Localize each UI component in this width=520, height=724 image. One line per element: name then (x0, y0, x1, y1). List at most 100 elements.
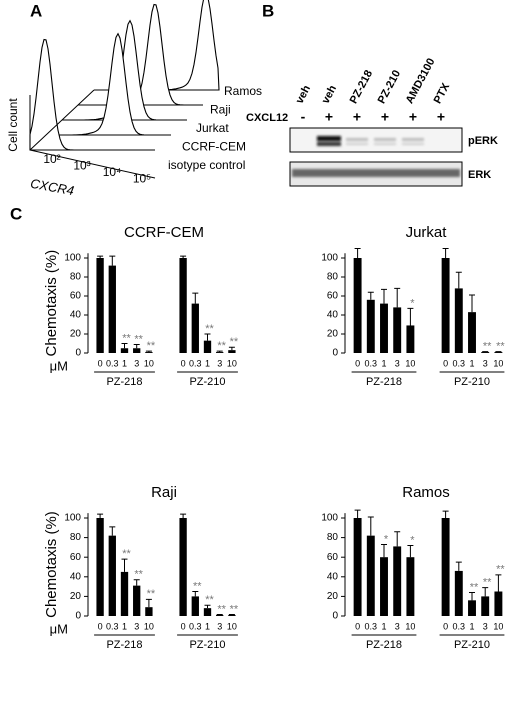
significance: ** (205, 594, 214, 606)
group-label: PZ-218 (366, 376, 402, 388)
significance: ** (134, 333, 143, 345)
error-bar (204, 604, 211, 609)
bar (203, 608, 212, 616)
x-tick-label: 10⁵ (133, 172, 151, 186)
error-bar (145, 598, 152, 608)
x-tick-label: 10 (227, 621, 237, 631)
error-bar (97, 513, 104, 518)
error-bar (192, 292, 199, 304)
x-tick-label: 0.3 (189, 621, 202, 631)
bar (179, 518, 187, 616)
error-bar (482, 587, 489, 597)
western-blot (289, 127, 463, 187)
axis (29, 149, 156, 179)
bar (454, 570, 463, 616)
bar (468, 600, 476, 616)
histogram (78, 3, 203, 106)
lane-label: PZ-210 (376, 68, 404, 105)
x-tick-label: 10³ (73, 159, 90, 173)
significance: ** (193, 580, 202, 592)
bar (191, 303, 199, 353)
significance: ** (496, 340, 505, 352)
error-bar (228, 346, 235, 351)
bar (108, 535, 116, 616)
x-tick-label: 10² (43, 152, 60, 166)
x-tick-label: 0.3 (106, 621, 119, 631)
error-bar (394, 531, 401, 547)
x-tick-label: 1 (469, 358, 474, 368)
bar (481, 596, 490, 616)
y-tick-label: 60 (70, 291, 82, 302)
error-bar (469, 591, 475, 601)
x-tick-label: 0.3 (106, 358, 119, 368)
y-tick-label: 40 (70, 571, 82, 582)
bar (441, 258, 450, 353)
significance: ** (496, 564, 505, 576)
y-tick-label: 20 (327, 591, 339, 602)
group-label: PZ-218 (366, 639, 402, 651)
bar (494, 591, 503, 616)
panel-label: C (10, 204, 22, 223)
bar (203, 340, 212, 353)
bar (96, 518, 104, 616)
x-tick-label: 1 (122, 621, 127, 631)
x-tick-label: 0.3 (453, 358, 466, 368)
x-tick-label: 10⁴ (103, 165, 122, 179)
significance: * (384, 533, 389, 545)
bar (468, 312, 476, 353)
y-tick-label: 100 (321, 513, 338, 524)
group-label: PZ-210 (189, 639, 225, 651)
panel-label: B (262, 1, 274, 20)
x-tick-label: 10 (405, 621, 415, 631)
lane-label: veh (320, 83, 340, 106)
error-bar (121, 558, 128, 572)
chart-title: Raji (151, 484, 177, 501)
x-tick-label: 1 (205, 621, 210, 631)
error-bar (367, 291, 374, 300)
x-tick-label: 0 (355, 621, 360, 631)
error-bar (469, 294, 475, 313)
error-bar (121, 343, 128, 349)
x-tick-label: 3 (395, 358, 400, 368)
bar (133, 585, 141, 616)
significance: * (410, 534, 415, 546)
y-tick-label: 80 (70, 532, 82, 543)
significance: ** (470, 581, 479, 593)
y-tick-label: 40 (327, 571, 339, 582)
error-bar (216, 350, 223, 353)
error-bar (442, 248, 449, 258)
sign: + (437, 109, 445, 125)
x-tick-label: 1 (381, 358, 386, 368)
x-tick-label: 3 (483, 621, 488, 631)
y-tick-label: 0 (75, 611, 81, 622)
x-tick-label: 3 (217, 358, 222, 368)
bar (216, 615, 224, 616)
sample-label: CCRF-CEM (182, 140, 246, 154)
x-tick-label: 10 (405, 358, 415, 368)
bar (406, 325, 415, 353)
significance: ** (122, 332, 131, 344)
chart-title: CCRF-CEM (124, 224, 204, 241)
error-bar (407, 307, 414, 326)
error-bar (192, 591, 199, 597)
error-bar (455, 271, 462, 289)
error-bar (367, 516, 374, 536)
unit-label: μM (50, 621, 68, 636)
sign: + (381, 109, 389, 125)
y-tick-label: 60 (327, 552, 339, 563)
x-tick-label: 3 (483, 358, 488, 368)
bar (191, 596, 199, 616)
x-tick-label: 1 (205, 358, 210, 368)
x-tick-label: 0 (181, 621, 186, 631)
error-bar (455, 561, 462, 571)
significance: ** (483, 340, 492, 352)
bar (228, 615, 236, 616)
error-bar (133, 579, 140, 586)
x-tick-label: 0 (181, 358, 186, 368)
x-tick-label: 3 (134, 358, 139, 368)
y-tick-label: 100 (321, 253, 338, 264)
y-tick-label: 0 (332, 611, 338, 622)
error-bar (394, 287, 401, 308)
x-tick-label: 3 (395, 621, 400, 631)
